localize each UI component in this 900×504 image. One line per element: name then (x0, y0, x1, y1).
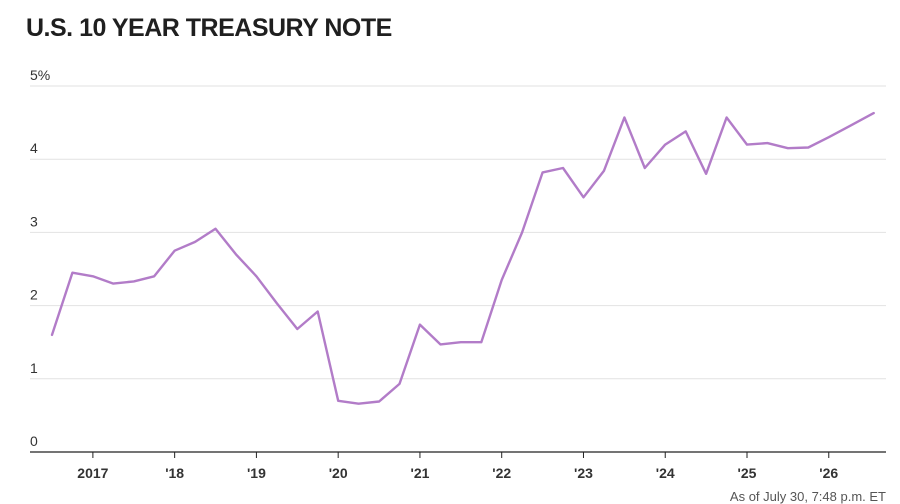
x-tick-label: '24 (656, 465, 675, 481)
x-tick-label: '26 (819, 465, 838, 481)
y-tick-label: 5% (30, 67, 50, 83)
x-tick-label: '21 (410, 465, 429, 481)
series-line-0 (50, 111, 875, 405)
chart-title: U.S. 10 YEAR TREASURY NOTE (26, 14, 392, 42)
y-tick-label: 4 (30, 140, 38, 156)
y-axis-ticks: 0 1 2 3 4 5% (30, 67, 50, 449)
y-tick-label: 0 (30, 433, 38, 449)
x-tick-label: '23 (574, 465, 593, 481)
series-layer (50, 111, 875, 405)
y-tick-label: 3 (30, 213, 38, 229)
y-tick-label: 1 (30, 360, 38, 376)
x-axis-ticks: 2017 '18 '19 '20 '21 '22 '23 '24 '25 '26 (77, 452, 838, 481)
x-tick-label: '19 (247, 465, 266, 481)
x-tick-label: '22 (492, 465, 511, 481)
x-tick-label: '20 (329, 465, 348, 481)
x-tick-label: 2017 (77, 465, 108, 481)
x-tick-label: '25 (738, 465, 757, 481)
grid-lines (30, 85, 886, 380)
y-tick-label: 2 (30, 287, 38, 303)
x-tick-label: '18 (165, 465, 184, 481)
timestamp-note: As of July 30, 7:48 p.m. ET (729, 489, 886, 504)
